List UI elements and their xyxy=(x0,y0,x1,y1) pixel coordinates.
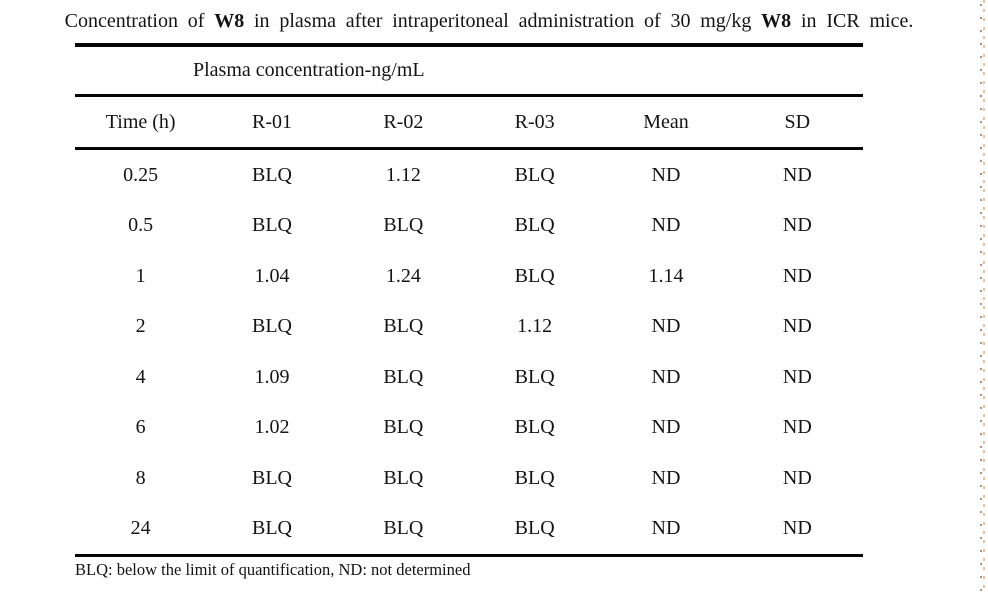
cell-mean: ND xyxy=(651,214,681,237)
caption-text-part2: in plasma after intraperitoneal administ… xyxy=(244,10,762,32)
cell-time: 6 xyxy=(135,416,146,439)
cell-r03: BLQ xyxy=(514,365,555,388)
cell-sd: ND xyxy=(782,214,812,237)
col-header-r03: R-03 xyxy=(468,95,601,150)
cell-r02: BLQ xyxy=(383,466,424,489)
caption-text-part3: in ICR mice. xyxy=(791,10,914,32)
table-row: 6 1.02 BLQ BLQ ND ND xyxy=(75,403,863,454)
cell-mean: ND xyxy=(651,365,681,388)
cell-r03: 1.12 xyxy=(517,315,553,338)
cell-r03: BLQ xyxy=(514,517,555,540)
cell-time: 24 xyxy=(130,517,151,540)
cell-r01: 1.02 xyxy=(254,416,290,439)
cell-r02: BLQ xyxy=(383,214,424,237)
cell-mean: 1.14 xyxy=(648,264,684,287)
col-header-mean: Mean xyxy=(600,95,732,150)
col-header-time: Time (h) xyxy=(75,95,207,150)
cell-r02: BLQ xyxy=(383,365,424,388)
scan-edge-dots-light xyxy=(983,0,985,592)
cell-time: 8 xyxy=(135,466,146,489)
pk-data-table-wrapper: Plasma concentration-ng/mL Time (h) R-01… xyxy=(75,43,863,557)
cell-r03: BLQ xyxy=(514,466,555,489)
cell-r01: 1.09 xyxy=(254,365,290,388)
cell-time: 0.25 xyxy=(123,163,159,186)
table-row: 24 BLQ BLQ BLQ ND ND xyxy=(75,504,863,556)
table-footnote: BLQ: below the limit of quantification, … xyxy=(75,560,471,579)
table-row: 8 BLQ BLQ BLQ ND ND xyxy=(75,453,863,504)
span-header-row: Plasma concentration-ng/mL xyxy=(75,45,863,97)
cell-mean: ND xyxy=(651,163,681,186)
cell-time: 4 xyxy=(135,365,146,388)
table-row: 0.25 BLQ 1.12 BLQ ND ND xyxy=(75,149,863,201)
pk-data-table: Plasma concentration-ng/mL Time (h) R-01… xyxy=(75,43,863,557)
cell-r01: BLQ xyxy=(251,315,292,338)
cell-r03: BLQ xyxy=(514,214,555,237)
col-header-sd: SD xyxy=(731,95,863,150)
cell-mean: ND xyxy=(651,416,681,439)
cell-r02: 1.12 xyxy=(385,163,421,186)
table-row: 1 1.04 1.24 BLQ 1.14 ND xyxy=(75,251,863,302)
cell-sd: ND xyxy=(782,264,812,287)
cell-sd: ND xyxy=(782,365,812,388)
cell-r03: BLQ xyxy=(514,163,555,186)
table-caption: Concentration of W8 in plasma after intr… xyxy=(10,7,968,35)
table-row: 4 1.09 BLQ BLQ ND ND xyxy=(75,352,863,403)
cell-r01: BLQ xyxy=(251,466,292,489)
cell-sd: ND xyxy=(782,416,812,439)
cell-r02: BLQ xyxy=(383,517,424,540)
cell-r02: BLQ xyxy=(383,416,424,439)
col-header-r02: R-02 xyxy=(337,95,469,150)
cell-r01: 1.04 xyxy=(254,264,290,287)
column-header-row: Time (h) R-01 R-02 R-03 Mean SD xyxy=(75,95,863,150)
cell-r03: BLQ xyxy=(514,416,555,439)
scan-edge-dots-dark xyxy=(980,4,982,592)
cell-r01: BLQ xyxy=(251,214,292,237)
cell-mean: ND xyxy=(651,466,681,489)
caption-compound-name: W8 xyxy=(761,10,792,32)
table-row: 2 BLQ BLQ 1.12 ND ND xyxy=(75,302,863,353)
cell-r02: BLQ xyxy=(383,315,424,338)
caption-compound-name: W8 xyxy=(214,10,245,32)
span-header-cell: Plasma concentration-ng/mL xyxy=(75,45,863,97)
cell-time: 1 xyxy=(135,264,146,287)
cell-time: 2 xyxy=(135,315,146,338)
cell-sd: ND xyxy=(782,466,812,489)
table-row: 0.5 BLQ BLQ BLQ ND ND xyxy=(75,201,863,252)
cell-r01: BLQ xyxy=(251,163,292,186)
caption-text-part1: Concentration of xyxy=(64,10,215,32)
col-header-r01: R-01 xyxy=(206,95,338,150)
cell-r03: BLQ xyxy=(514,264,555,287)
cell-mean: ND xyxy=(651,517,681,540)
cell-r02: 1.24 xyxy=(385,264,421,287)
cell-r01: BLQ xyxy=(251,517,292,540)
cell-sd: ND xyxy=(782,163,812,186)
cell-sd: ND xyxy=(782,315,812,338)
cell-time: 0.5 xyxy=(128,214,154,237)
cell-mean: ND xyxy=(651,315,681,338)
cell-sd: ND xyxy=(782,517,812,540)
